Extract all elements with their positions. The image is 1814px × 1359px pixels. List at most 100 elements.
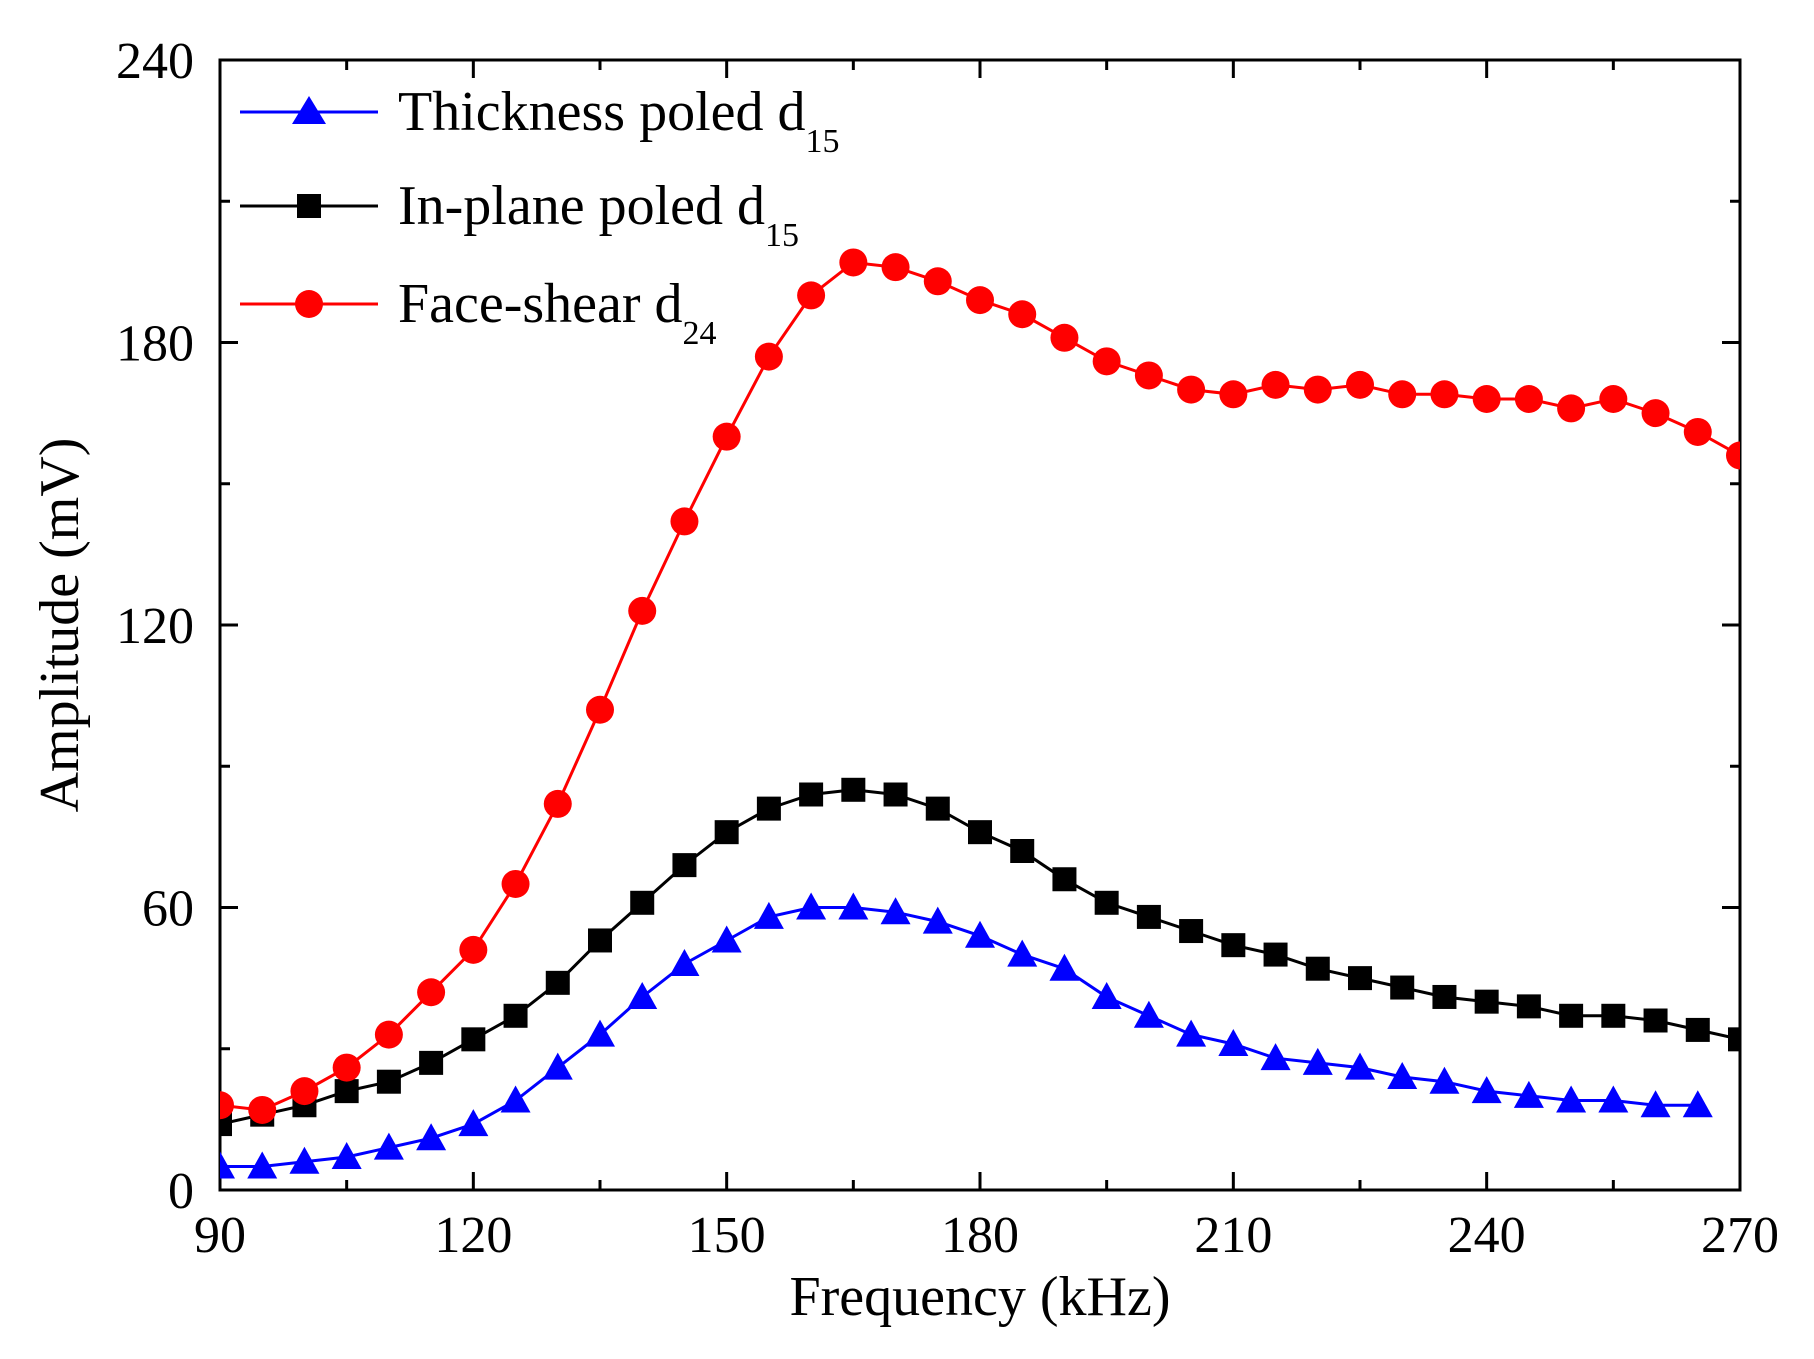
data-point-faceshear xyxy=(1008,300,1037,329)
data-point-thickness xyxy=(669,949,700,976)
data-point-inplane xyxy=(419,1050,444,1075)
data-point-faceshear xyxy=(374,1020,403,1049)
data-point-thickness xyxy=(838,892,869,920)
data-point-thickness xyxy=(711,925,742,953)
legend-item-thickness: Thickness poled d15 xyxy=(240,81,839,160)
data-point-inplane xyxy=(1348,966,1372,991)
legend-text-inplane: In-plane poled d xyxy=(398,175,765,237)
legend-text-thickness: Thickness poled d xyxy=(398,81,805,143)
data-point-inplane xyxy=(545,970,570,995)
data-point-inplane xyxy=(376,1069,401,1094)
data-point-faceshear xyxy=(1303,375,1332,404)
data-point-thickness xyxy=(289,1146,320,1174)
data-point-thickness xyxy=(880,897,911,925)
data-point-inplane xyxy=(1559,1003,1584,1028)
data-point-thickness xyxy=(1176,1019,1207,1047)
legend-marker-inplane xyxy=(297,194,321,218)
data-point-thickness xyxy=(796,892,827,920)
legend-text-faceshear: Face-shear d xyxy=(398,273,683,335)
data-point-inplane xyxy=(714,820,739,845)
series-thickness xyxy=(220,892,1713,1179)
legend-subscript-inplane: 15 xyxy=(765,217,799,254)
legend-label-thickness: Thickness poled d15 xyxy=(398,81,839,160)
x-tick-label: 120 xyxy=(434,1207,512,1264)
data-point-thickness xyxy=(542,1052,573,1080)
data-point-thickness xyxy=(1218,1029,1249,1057)
data-point-thickness xyxy=(1091,981,1122,1009)
data-point-faceshear xyxy=(923,267,952,296)
data-point-faceshear xyxy=(1726,441,1740,470)
data-point-inplane xyxy=(841,777,866,802)
x-axis-title: Frequency (kHz) xyxy=(790,1266,1171,1328)
data-point-faceshear xyxy=(712,422,741,451)
data-point-inplane xyxy=(1728,1027,1740,1052)
data-point-thickness xyxy=(1133,1000,1164,1028)
data-point-faceshear xyxy=(248,1095,277,1124)
data-point-faceshear xyxy=(1177,375,1206,404)
x-tick-label: 90 xyxy=(194,1207,246,1264)
data-point-thickness xyxy=(627,981,658,1009)
y-tick-label: 240 xyxy=(116,33,194,90)
data-point-thickness xyxy=(373,1132,404,1160)
data-point-thickness xyxy=(922,906,953,934)
data-point-faceshear xyxy=(417,978,446,1007)
data-point-faceshear xyxy=(1092,347,1121,376)
data-point-inplane xyxy=(1179,919,1204,944)
y-axis-title: Amplitude (mV) xyxy=(29,438,91,813)
legend-subscript-thickness: 15 xyxy=(805,123,839,160)
data-point-faceshear xyxy=(628,596,657,625)
data-point-inplane xyxy=(334,1079,359,1104)
data-point-inplane xyxy=(1305,956,1330,981)
data-point-inplane xyxy=(1432,984,1457,1009)
data-point-thickness xyxy=(1682,1090,1713,1118)
data-point-inplane xyxy=(672,853,697,878)
series-line-thickness xyxy=(220,906,1698,1168)
data-point-inplane xyxy=(925,796,950,821)
data-point-faceshear xyxy=(501,869,530,898)
data-point-thickness xyxy=(500,1085,531,1113)
data-point-inplane xyxy=(883,782,908,807)
data-point-thickness xyxy=(331,1142,362,1170)
data-point-faceshear xyxy=(1261,370,1290,399)
data-point-inplane xyxy=(1474,989,1499,1014)
data-point-faceshear xyxy=(881,253,910,282)
data-point-thickness xyxy=(1598,1085,1629,1113)
data-point-thickness xyxy=(965,920,995,948)
data-point-inplane xyxy=(1516,994,1541,1019)
data-point-inplane xyxy=(756,796,781,821)
data-point-inplane xyxy=(1390,975,1415,1000)
data-point-inplane xyxy=(1010,839,1035,863)
y-tick-label: 180 xyxy=(116,316,194,373)
data-point-faceshear xyxy=(1641,399,1670,428)
data-point-faceshear xyxy=(1219,380,1248,409)
data-point-thickness xyxy=(753,901,784,929)
data-point-faceshear xyxy=(1683,417,1712,446)
data-point-inplane xyxy=(588,928,612,953)
series-inplane xyxy=(220,777,1740,1137)
data-point-faceshear xyxy=(1557,394,1586,423)
data-point-faceshear xyxy=(1514,385,1543,413)
series-faceshear xyxy=(220,248,1740,1124)
data-point-thickness xyxy=(1513,1080,1544,1108)
data-point-thickness xyxy=(585,1019,615,1047)
data-point-thickness xyxy=(1387,1062,1418,1089)
series-line-faceshear xyxy=(220,260,1740,1112)
data-point-thickness xyxy=(1640,1090,1671,1118)
data-point-thickness xyxy=(220,1151,235,1179)
legend-label-inplane: In-plane poled d15 xyxy=(398,175,799,254)
y-tick-label: 60 xyxy=(142,881,194,938)
axis-tick-labels: 90 120 150 180 210 240 270 0 60 120 180 240 xyxy=(116,33,1779,1264)
data-point-faceshear xyxy=(290,1077,319,1106)
legend-item-inplane: In-plane poled d15 xyxy=(240,175,799,254)
data-point-inplane xyxy=(1052,867,1077,892)
data-point-faceshear xyxy=(1388,380,1417,409)
y-tick-label: 120 xyxy=(116,598,194,655)
axis-ticks xyxy=(218,58,1742,1192)
x-tick-label: 270 xyxy=(1701,1207,1779,1264)
data-point-inplane xyxy=(1685,1017,1710,1042)
data-point-inplane xyxy=(1221,933,1246,958)
series-group xyxy=(220,248,1740,1179)
data-point-inplane xyxy=(630,890,655,915)
data-point-faceshear xyxy=(332,1053,361,1082)
